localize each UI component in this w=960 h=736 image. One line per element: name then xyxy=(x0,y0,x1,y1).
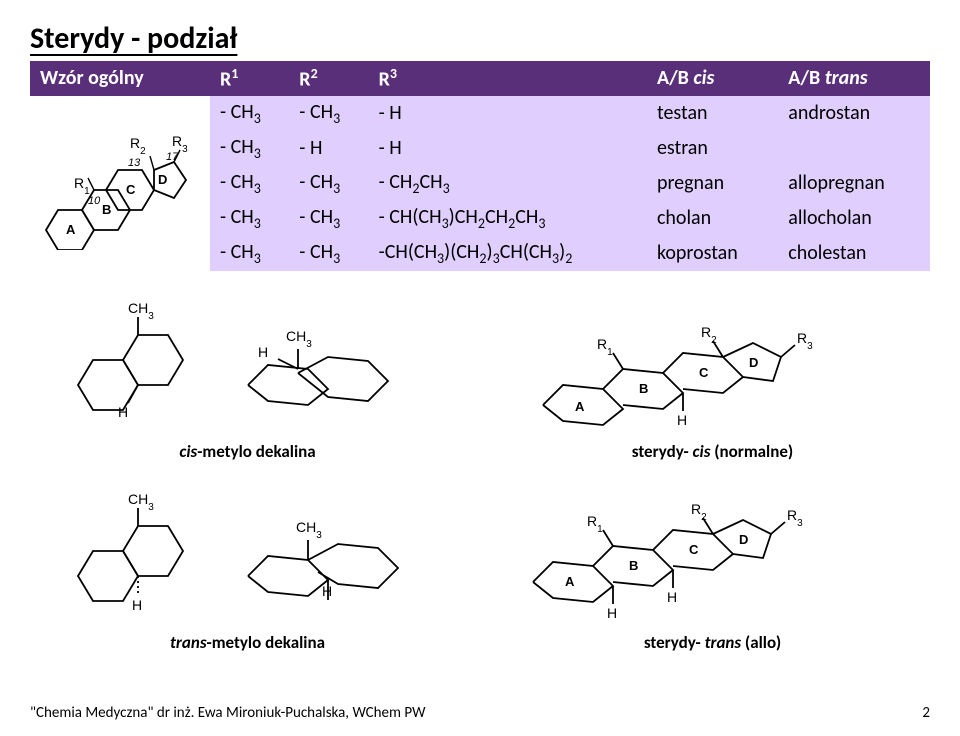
table-header-row: Wzór ogólny R1 R2 R3 A/B cis A/B trans xyxy=(30,61,930,96)
svg-text:R3: R3 xyxy=(797,330,813,352)
cell: pregnan xyxy=(647,166,778,201)
cell: - CH3 xyxy=(210,131,289,166)
cis-steroid-svg: R1 R2 R3 H A B C D xyxy=(523,295,903,435)
svg-text:A: A xyxy=(575,399,585,414)
svg-text:CH3: CH3 xyxy=(128,300,154,322)
svg-text:R2: R2 xyxy=(701,324,717,346)
cell: - CH3 xyxy=(289,201,368,236)
th-r3: R3 xyxy=(369,61,647,96)
cell: - CH3 xyxy=(210,96,289,131)
cell: - CH3 xyxy=(210,166,289,201)
cell: -CH(CH3)(CH2)3CH(CH3)2 xyxy=(369,236,647,271)
cell: - CH(CH3)CH2CH2CH3 xyxy=(369,201,647,236)
ring-b-label: B xyxy=(102,202,111,217)
ring-d-label: D xyxy=(158,172,167,187)
cell: - H xyxy=(289,131,368,166)
figures-row-1: CH3 H CH3 H cis-metylo dekalina xyxy=(30,295,930,462)
table-row: A B C D 10 13 17 R1 R2 R3 xyxy=(30,96,930,131)
cis-decalin-svg: CH3 H CH3 H xyxy=(58,295,438,435)
cell: allopregnan xyxy=(778,166,930,201)
cell: testan xyxy=(647,96,778,131)
ring-c-label: C xyxy=(126,182,136,197)
th-r1: R1 xyxy=(210,61,289,96)
steroid-skeleton-svg: A B C D 10 13 17 R1 R2 R3 xyxy=(40,100,190,250)
fig-trans-decalin: CH3 H CH3 H trans-metylo dekalina xyxy=(30,486,465,653)
fig-trans-steroid: R1 R2 R3 H H A B C D sterydy- trans (all… xyxy=(495,486,930,653)
cell: - CH3 xyxy=(289,96,368,131)
cell: - H xyxy=(369,96,647,131)
svg-text:H: H xyxy=(132,597,142,613)
svg-text:D: D xyxy=(739,532,748,547)
ring-a-label: A xyxy=(66,222,76,237)
svg-text:CH3: CH3 xyxy=(296,519,322,541)
svg-text:H: H xyxy=(258,344,268,360)
trans-decalin-svg: CH3 H CH3 H xyxy=(58,486,438,626)
structure-cell: A B C D 10 13 17 R1 R2 R3 xyxy=(30,96,210,271)
th-trans: A/B trans xyxy=(778,61,930,96)
cell: cholestan xyxy=(778,236,930,271)
caption-trans-steroid: sterydy- trans (allo) xyxy=(644,632,781,653)
cell: - CH3 xyxy=(210,236,289,271)
page-number: 2 xyxy=(922,704,930,722)
pos-10: 10 xyxy=(88,195,101,207)
caption-cis-decalin: cis-metylo dekalina xyxy=(179,441,315,462)
svg-text:R1: R1 xyxy=(587,513,603,535)
cell: - CH3 xyxy=(289,166,368,201)
svg-text:H: H xyxy=(677,412,687,428)
th-cis: A/B cis xyxy=(647,61,778,96)
cell: androstan xyxy=(778,96,930,131)
caption-cis-steroid: sterydy- cis (normalne) xyxy=(632,441,793,462)
svg-text:CH3: CH3 xyxy=(128,491,154,513)
svg-text:R2: R2 xyxy=(691,501,707,523)
svg-text:R1: R1 xyxy=(597,336,613,358)
cell: - H xyxy=(369,131,647,166)
cell: - CH3 xyxy=(289,236,368,271)
svg-text:B: B xyxy=(629,558,638,573)
cell xyxy=(778,131,930,166)
svg-text:CH3: CH3 xyxy=(286,328,312,350)
trans-steroid-svg: R1 R2 R3 H H A B C D xyxy=(523,486,903,626)
footer-text: "Chemia Medyczna" dr inż. Ewa Mironiuk-P… xyxy=(30,704,425,722)
pos-13: 13 xyxy=(128,157,141,169)
svg-text:A: A xyxy=(565,574,575,589)
cell: - CH2CH3 xyxy=(369,166,647,201)
th-r2: R2 xyxy=(289,61,368,96)
svg-text:H: H xyxy=(118,404,128,420)
cell: allocholan xyxy=(778,201,930,236)
fig-cis-decalin: CH3 H CH3 H cis-metylo dekalina xyxy=(30,295,465,462)
svg-text:H: H xyxy=(667,589,677,605)
svg-text:C: C xyxy=(689,542,699,557)
cell: cholan xyxy=(647,201,778,236)
main-table: Wzór ogólny R1 R2 R3 A/B cis A/B trans xyxy=(30,61,930,271)
svg-text:R3: R3 xyxy=(787,507,803,529)
svg-text:B: B xyxy=(639,381,648,396)
svg-text:D: D xyxy=(749,355,758,370)
cell: estran xyxy=(647,131,778,166)
cell: koprostan xyxy=(647,236,778,271)
svg-text:H: H xyxy=(607,605,617,621)
fig-cis-steroid: R1 R2 R3 H A B C D sterydy- cis (normaln… xyxy=(495,295,930,462)
figures-row-2: CH3 H CH3 H trans-metylo dekalina xyxy=(30,486,930,653)
page-title: Sterydy - podział xyxy=(30,20,930,57)
caption-trans-decalin: trans-metylo dekalina xyxy=(170,632,325,653)
svg-text:H: H xyxy=(322,583,332,599)
cell: - CH3 xyxy=(210,201,289,236)
th-structure: Wzór ogólny xyxy=(30,61,210,96)
svg-text:C: C xyxy=(699,365,709,380)
footer: "Chemia Medyczna" dr inż. Ewa Mironiuk-P… xyxy=(30,704,930,722)
